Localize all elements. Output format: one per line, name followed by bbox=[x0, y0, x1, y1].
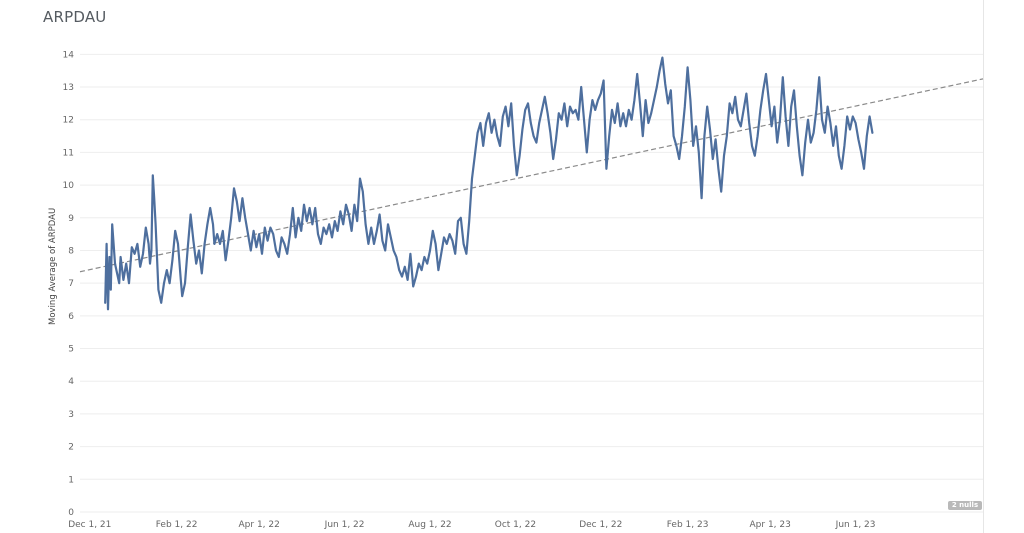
y-tick-label: 9 bbox=[68, 214, 74, 224]
x-tick-label: Aug 1, 22 bbox=[408, 520, 451, 530]
x-tick-label: Oct 1, 22 bbox=[495, 520, 536, 530]
x-tick-label: Jun 1, 23 bbox=[835, 520, 876, 530]
x-tick-label: Feb 1, 22 bbox=[156, 520, 198, 530]
y-tick-label: 13 bbox=[63, 83, 74, 93]
y-tick-label: 3 bbox=[68, 410, 74, 420]
pane-divider bbox=[983, 0, 984, 533]
x-tick-label: Dec 1, 22 bbox=[579, 520, 622, 530]
nulls-indicator[interactable]: 2 nulls bbox=[948, 501, 982, 510]
y-tick-label: 6 bbox=[68, 312, 74, 322]
trend-line bbox=[79, 78, 984, 273]
y-tick-label: 8 bbox=[68, 246, 74, 256]
y-tick-label: 1 bbox=[68, 475, 74, 485]
y-tick-label: 10 bbox=[63, 181, 75, 191]
series-line[interactable] bbox=[104, 56, 874, 311]
x-tick-label: Apr 1, 22 bbox=[239, 520, 280, 530]
x-tick-label: Feb 1, 23 bbox=[667, 520, 709, 530]
y-tick-label: 2 bbox=[68, 443, 74, 453]
chart-title: ARPDAU bbox=[43, 8, 107, 26]
x-tick-label: Apr 1, 23 bbox=[750, 520, 791, 530]
y-tick-label: 14 bbox=[63, 50, 75, 60]
x-axis-ticks: Dec 1, 21 Feb 1, 22 Apr 1, 22 Jun 1, 22 Aug … bbox=[68, 520, 875, 530]
x-tick-label: Dec 1, 21 bbox=[68, 520, 111, 530]
y-tick-label: 4 bbox=[68, 377, 74, 387]
y-tick-label: 11 bbox=[63, 148, 74, 158]
y-tick-label: 0 bbox=[68, 508, 74, 518]
y-tick-label: 7 bbox=[68, 279, 74, 289]
y-tick-label: 12 bbox=[63, 116, 74, 126]
x-tick-label: Jun 1, 22 bbox=[324, 520, 365, 530]
y-tick-label: 5 bbox=[68, 345, 74, 355]
